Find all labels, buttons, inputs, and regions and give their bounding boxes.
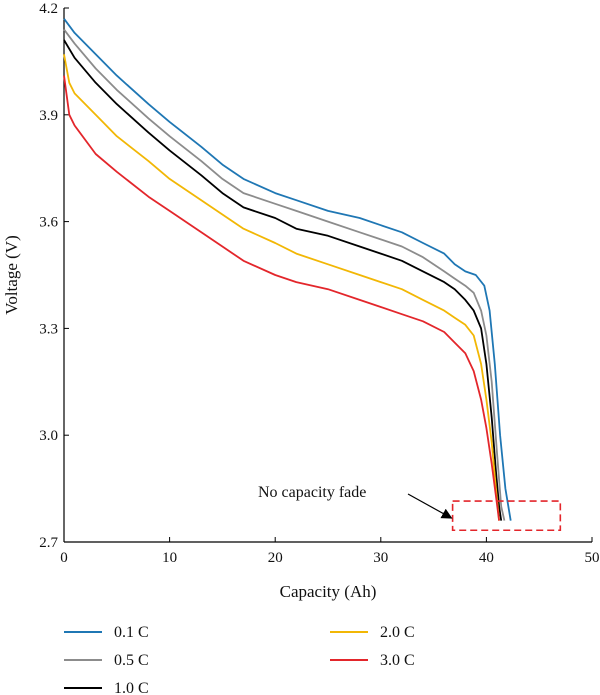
y-axis-title: Voltage (V) xyxy=(2,235,21,314)
x-ticks: 0 10 20 30 40 50 xyxy=(60,537,600,566)
series-lines xyxy=(63,18,512,521)
legend-label-3-0-c: 3.0 C xyxy=(380,652,415,669)
x-tick-label: 0 xyxy=(60,550,68,566)
legend: 0.1 C 0.5 C 1.0 C 2.0 C 3.0 C xyxy=(64,624,415,695)
series-line-1-0-c xyxy=(63,39,503,521)
x-tick-label: 30 xyxy=(373,550,388,566)
x-tick-label: 50 xyxy=(585,550,600,566)
legend-label-2-0-c: 2.0 C xyxy=(380,624,415,641)
x-axis-title: Capacity (Ah) xyxy=(280,582,377,601)
highlight-box xyxy=(451,500,562,532)
legend-label-0-5-c: 0.5 C xyxy=(114,652,149,669)
legend-label-0-1-c: 0.1 C xyxy=(114,624,149,641)
x-tick-label: 40 xyxy=(479,550,494,566)
series-line-3-0-c xyxy=(63,75,500,521)
series-line-2-0-c xyxy=(63,54,500,521)
y-tick-label: 3.6 xyxy=(39,215,58,231)
y-tick-label: 2.7 xyxy=(39,535,58,551)
y-tick-label: 3.3 xyxy=(39,321,58,337)
y-tick-label: 3.0 xyxy=(39,428,58,444)
annotation: No capacity fade xyxy=(258,484,562,532)
legend-label-1-0-c: 1.0 C xyxy=(114,680,149,695)
y-ticks: 2.7 3.0 3.3 3.6 3.9 4.2 xyxy=(39,1,69,551)
x-tick-label: 10 xyxy=(162,550,177,566)
y-tick-label: 4.2 xyxy=(39,1,58,17)
x-tick-label: 20 xyxy=(268,550,283,566)
series-line-0-5-c xyxy=(63,28,506,521)
series-line-0-1-c xyxy=(63,18,512,521)
plot-area: 0 10 20 30 40 50 2.7 3.0 3.3 3.6 3.9 4.2 No capaci… xyxy=(39,1,599,566)
annotation-text: No capacity fade xyxy=(258,484,366,501)
y-tick-label: 3.9 xyxy=(39,108,58,124)
annotation-arrow xyxy=(407,493,453,519)
